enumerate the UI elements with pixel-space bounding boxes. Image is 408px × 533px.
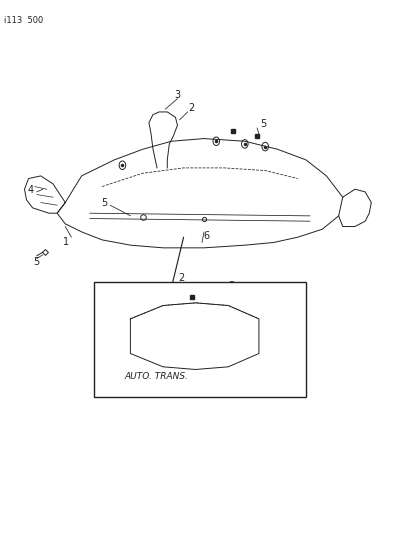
- Text: 6: 6: [203, 231, 209, 240]
- Bar: [94, 282, 306, 397]
- Text: 5: 5: [260, 119, 266, 129]
- Text: 6: 6: [257, 358, 263, 368]
- Text: 1: 1: [63, 237, 69, 247]
- Text: 3: 3: [174, 90, 181, 100]
- Text: 5: 5: [228, 281, 235, 291]
- Text: AUTO. TRANS.: AUTO. TRANS.: [124, 372, 188, 381]
- Text: 5: 5: [101, 198, 107, 208]
- Text: i113  500: i113 500: [4, 16, 43, 25]
- Text: 5: 5: [33, 257, 40, 266]
- Text: 2: 2: [178, 273, 184, 283]
- Text: 4: 4: [27, 185, 34, 195]
- Text: 2: 2: [188, 103, 195, 113]
